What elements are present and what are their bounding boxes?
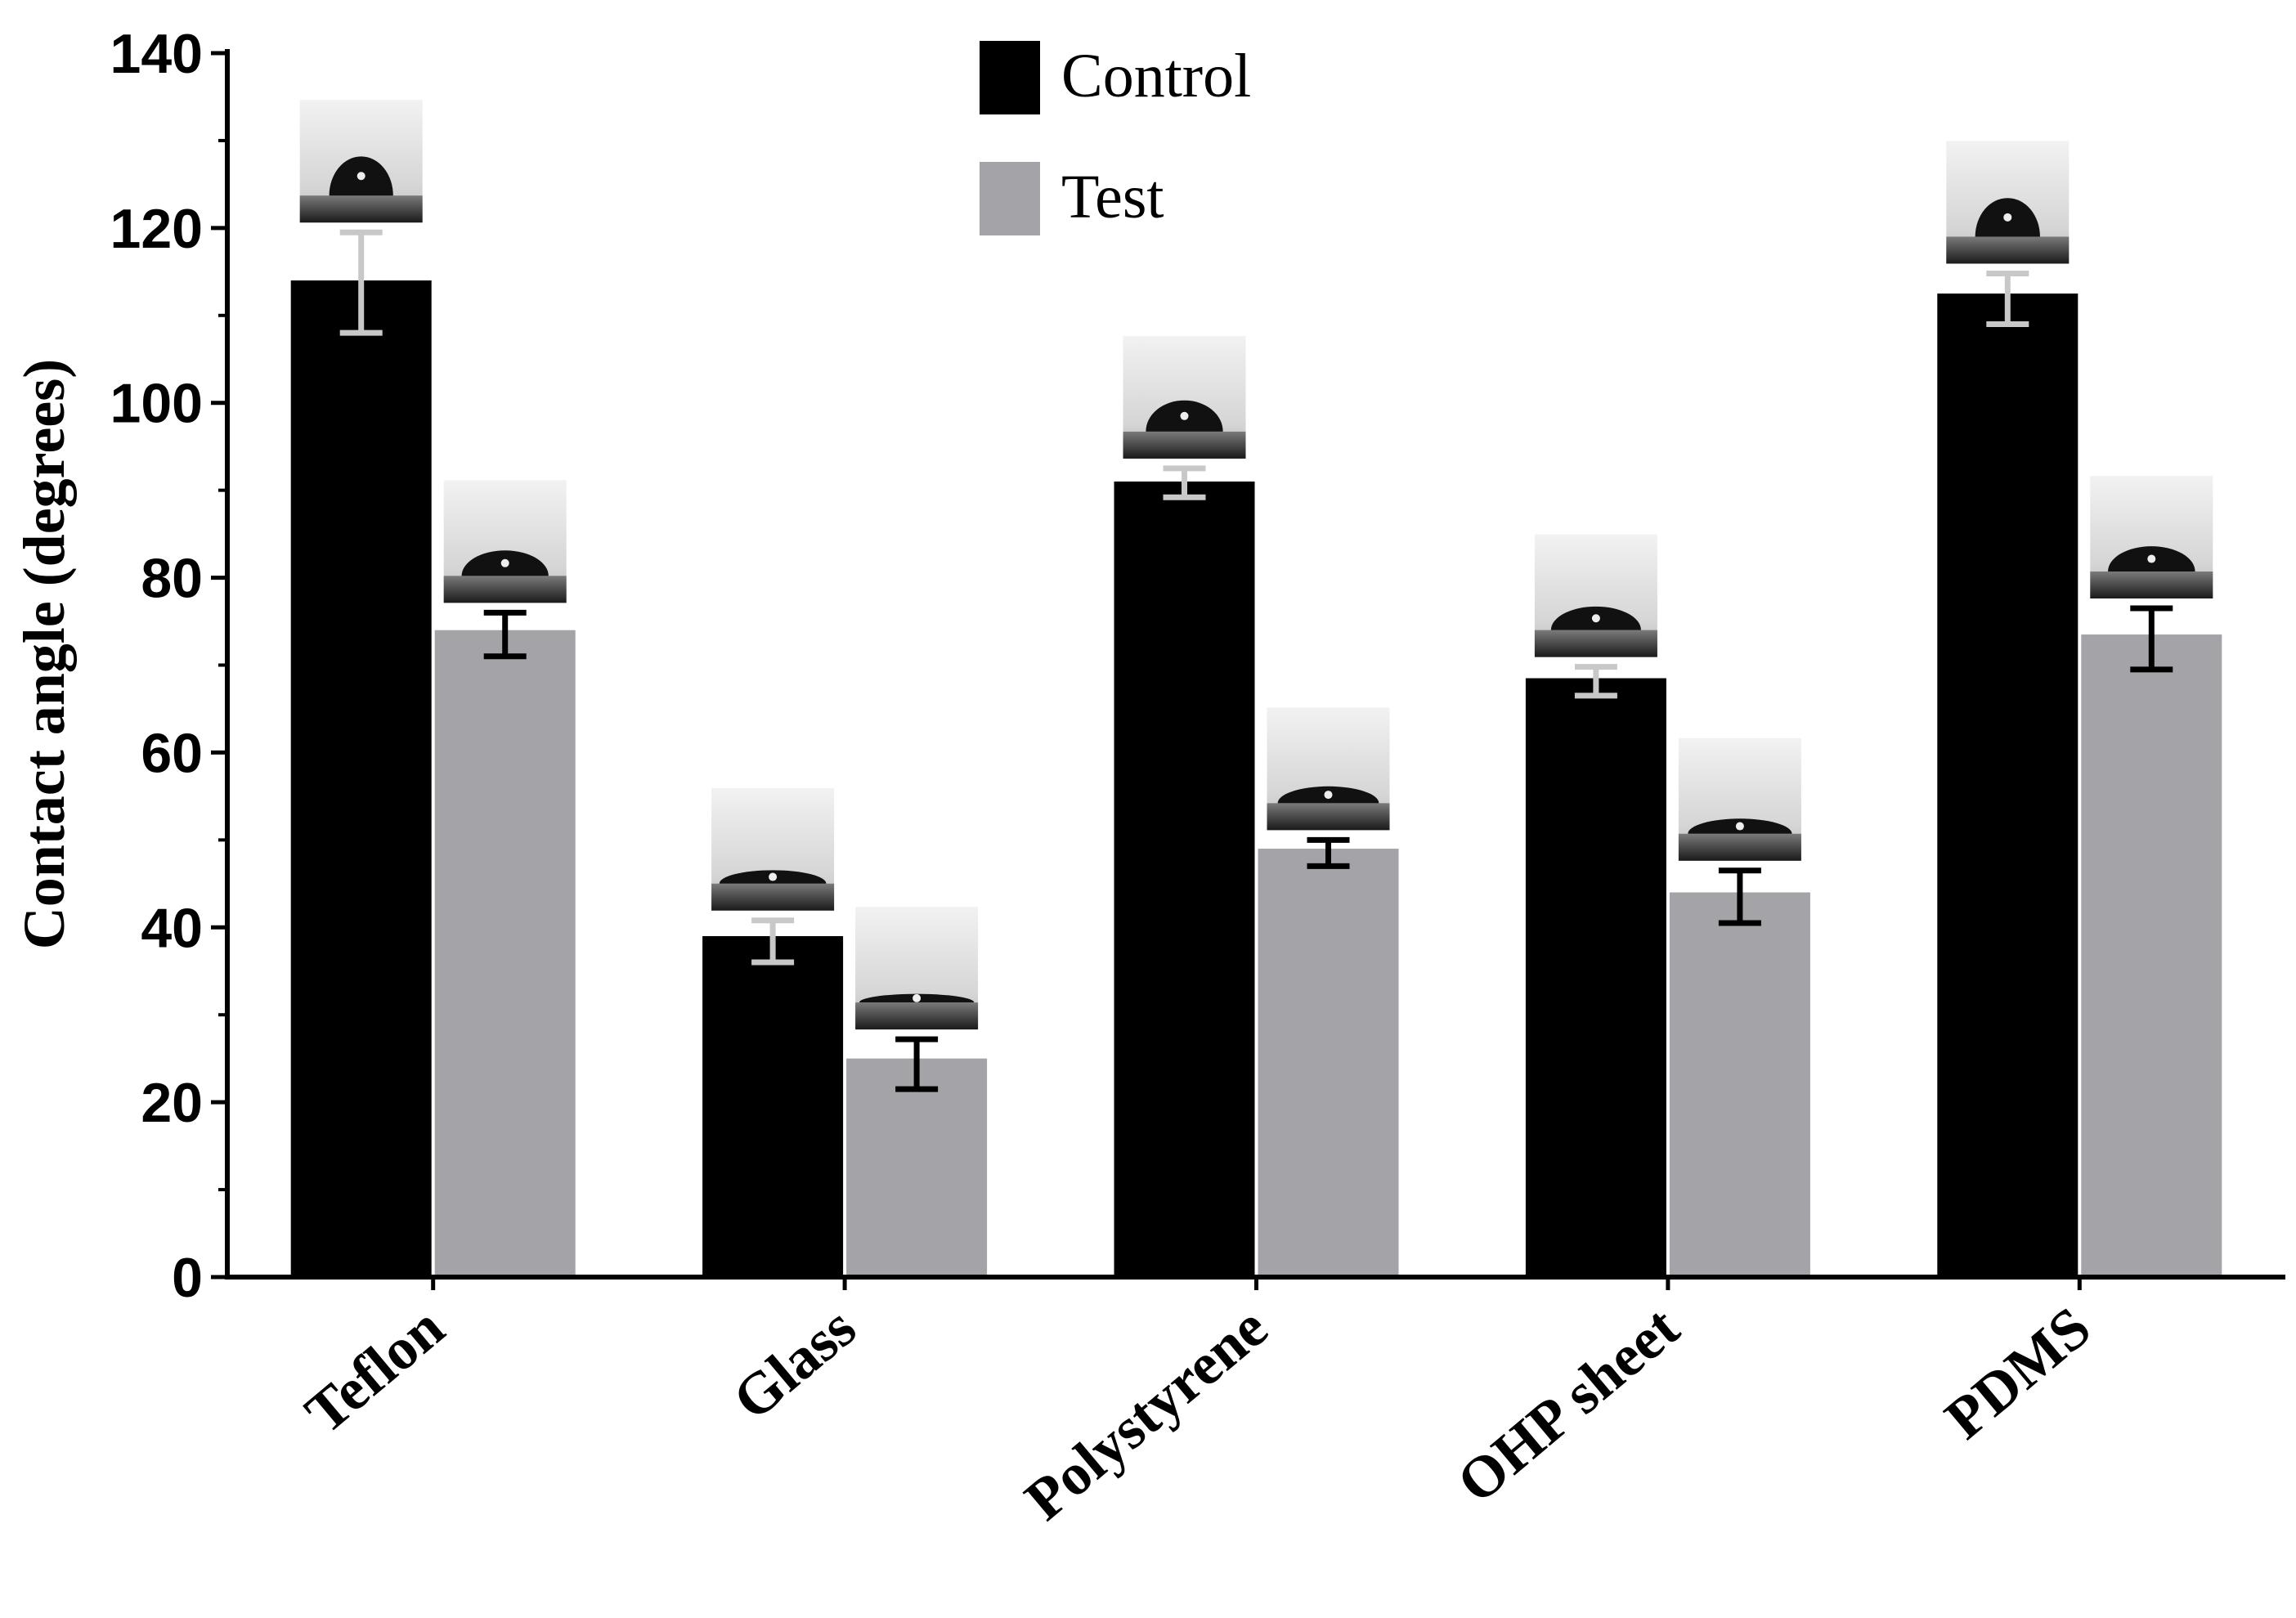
droplet-image-control-pdms <box>1946 141 2070 264</box>
y-tick-label-40: 40 <box>141 897 203 959</box>
x-tick-label-pdms: PDMS <box>1933 1294 2103 1451</box>
bar-control-ohp-sheet <box>1525 678 1666 1277</box>
droplet-image-control-glass <box>711 787 835 911</box>
error-bar-control-pdms <box>1986 270 2029 327</box>
bar-control-teflon <box>290 280 432 1277</box>
droplet-image-test-pdms <box>2090 475 2213 598</box>
error-bar-test-polystyrene <box>1307 836 1350 869</box>
droplet-image-control-ohp-sheet <box>1534 534 1657 657</box>
x-tick-label-teflon: Teflon <box>293 1294 456 1446</box>
bar-test-ohp-sheet <box>1669 892 1810 1277</box>
y-axis-title: Contact angle (degrees) <box>11 359 77 950</box>
error-bar-test-ohp-sheet <box>1718 867 1761 926</box>
y-tick-label-60: 60 <box>141 722 203 784</box>
y-tick-label-140: 140 <box>110 23 203 85</box>
bar-control-glass <box>702 935 844 1277</box>
x-tick-label-glass: Glass <box>720 1294 868 1432</box>
bar-test-pdms <box>2081 634 2222 1277</box>
bar-control-pdms <box>1937 294 2079 1277</box>
y-tick-label-100: 100 <box>110 373 203 435</box>
bar-test-glass <box>846 1058 988 1277</box>
error-bar-test-teflon <box>483 609 527 660</box>
y-tick-label-80: 80 <box>141 548 203 610</box>
droplet-image-test-glass <box>855 907 979 1030</box>
error-bar-control-ohp-sheet <box>1574 664 1617 699</box>
y-tick-label-0: 0 <box>172 1247 203 1309</box>
bar-control-polystyrene <box>1114 481 1255 1277</box>
legend-swatch-control <box>980 41 1040 114</box>
error-bar-control-polystyrene <box>1163 465 1206 500</box>
bar-test-polystyrene <box>1258 849 1399 1277</box>
legend-label-control: Control <box>1061 42 1251 110</box>
legend-swatch-test <box>980 162 1040 235</box>
droplet-image-control-teflon <box>299 100 423 223</box>
x-tick-label-ohp-sheet: OHP sheet <box>1445 1294 1691 1516</box>
error-bar-test-pdms <box>2130 605 2173 673</box>
y-tick-label-20: 20 <box>141 1072 203 1134</box>
droplet-image-test-teflon <box>443 480 567 603</box>
error-bar-control-teflon <box>339 229 383 336</box>
droplet-image-test-ohp-sheet <box>1678 737 1801 861</box>
bar-test-teflon <box>434 630 576 1277</box>
droplet-image-control-polystyrene <box>1123 335 1246 459</box>
x-tick-label-polystyrene: Polystyrene <box>1013 1294 1280 1533</box>
droplet-image-test-polystyrene <box>1267 707 1390 831</box>
legend-label-test: Test <box>1061 163 1164 231</box>
error-bar-control-glass <box>751 917 795 966</box>
error-bar-test-glass <box>895 1036 939 1092</box>
y-tick-label-120: 120 <box>110 198 203 260</box>
